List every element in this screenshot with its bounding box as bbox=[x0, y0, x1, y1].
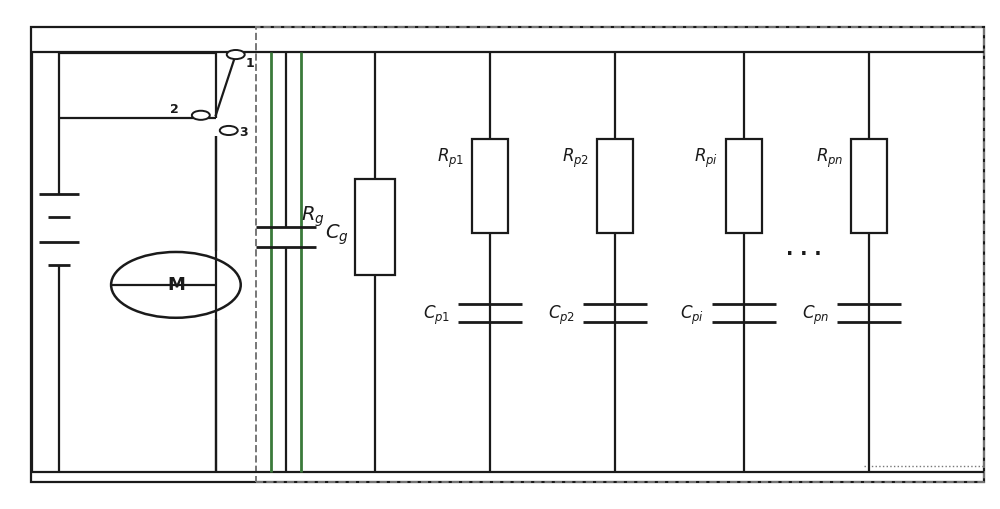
Text: $R_g$: $R_g$ bbox=[301, 204, 324, 229]
Bar bbox=[726, 139, 762, 233]
Text: 2: 2 bbox=[170, 103, 179, 116]
Text: M: M bbox=[167, 276, 185, 294]
Bar bbox=[256, 26, 984, 483]
Text: $C_g$: $C_g$ bbox=[325, 222, 349, 246]
Text: $C_{pn}$: $C_{pn}$ bbox=[802, 304, 829, 327]
Text: $R_{p2}$: $R_{p2}$ bbox=[562, 147, 589, 170]
Circle shape bbox=[220, 126, 238, 135]
Text: . . .: . . . bbox=[786, 240, 822, 259]
Bar bbox=[851, 139, 887, 233]
Circle shape bbox=[192, 111, 210, 120]
Text: $C_{pi}$: $C_{pi}$ bbox=[680, 304, 704, 327]
Text: 3: 3 bbox=[239, 126, 247, 138]
Text: $C_{p2}$: $C_{p2}$ bbox=[548, 304, 575, 327]
Text: $C_{p1}$: $C_{p1}$ bbox=[423, 304, 450, 327]
Circle shape bbox=[227, 50, 245, 59]
Bar bbox=[597, 139, 633, 233]
Bar bbox=[472, 139, 508, 233]
Text: $R_{p1}$: $R_{p1}$ bbox=[437, 147, 464, 170]
Bar bbox=[355, 179, 395, 275]
Text: 1: 1 bbox=[246, 57, 254, 70]
Text: $R_{pi}$: $R_{pi}$ bbox=[694, 147, 718, 170]
Text: $R_{pn}$: $R_{pn}$ bbox=[816, 147, 843, 170]
